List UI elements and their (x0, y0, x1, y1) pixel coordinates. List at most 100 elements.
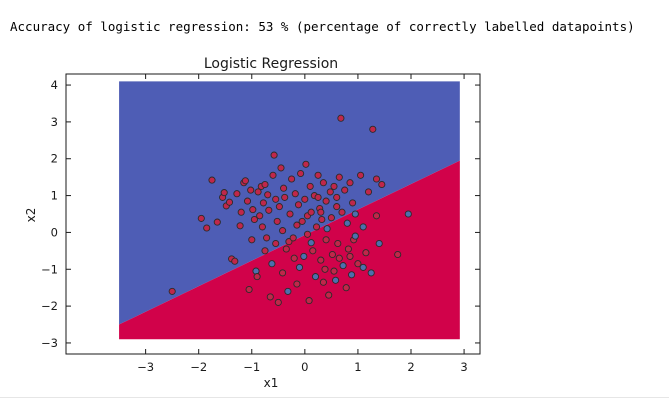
data-point (259, 199, 267, 207)
y-tick-label: −2 (41, 299, 58, 313)
data-point (404, 210, 412, 218)
data-point (263, 234, 271, 242)
x-axis-label: x1 (264, 376, 279, 390)
x-axis-ticks: −3 −2 −1 0 1 2 3 (137, 74, 468, 374)
data-point (197, 214, 205, 222)
region-class-blue (119, 81, 460, 325)
data-point (241, 177, 249, 185)
data-point (269, 171, 277, 179)
data-point (339, 262, 347, 270)
axes-frame (65, 73, 481, 355)
data-point (314, 171, 322, 179)
data-point (273, 217, 281, 225)
data-point (325, 291, 333, 299)
x-tick-label: −2 (190, 360, 207, 374)
data-point (297, 169, 305, 178)
chart-title: Logistic Regression (204, 56, 338, 72)
data-point (322, 197, 330, 205)
data-point (307, 208, 315, 216)
data-point (341, 186, 349, 194)
data-point (326, 188, 334, 196)
data-point (375, 239, 383, 248)
data-point (349, 199, 357, 207)
y-tick-label: −3 (41, 336, 58, 350)
y-tick-label: 3 (51, 115, 58, 129)
data-point (261, 180, 269, 189)
data-point (264, 191, 272, 199)
data-point (335, 173, 343, 181)
data-point (254, 188, 262, 196)
y-tick-label: 2 (51, 152, 58, 166)
output-divider (0, 397, 669, 398)
data-point (311, 273, 320, 281)
data-point (279, 269, 287, 277)
data-point (314, 193, 322, 201)
data-point (272, 239, 280, 248)
data-point (330, 267, 338, 275)
data-point (261, 247, 269, 255)
data-point (279, 227, 287, 235)
data-point (312, 223, 321, 231)
data-point (247, 186, 255, 194)
data-point (288, 175, 296, 183)
data-point (338, 208, 346, 216)
data-point (333, 203, 341, 211)
data-point (359, 223, 367, 231)
accuracy-output: Accuracy of logistic regression: 53 % (p… (10, 19, 635, 34)
data-point (317, 256, 325, 264)
data-point (289, 234, 297, 242)
data-point (270, 151, 278, 159)
data-point (233, 190, 241, 198)
data-point (277, 164, 285, 172)
data-point (305, 297, 313, 305)
data-point (249, 206, 257, 214)
x-tick-label: −3 (137, 360, 154, 374)
data-point (334, 239, 342, 248)
x-tick-label: 3 (460, 360, 467, 374)
decision-regions (119, 81, 460, 340)
x-tick-label: −1 (243, 360, 260, 374)
scatter-points (168, 114, 412, 306)
data-point (357, 171, 365, 179)
data-point (301, 195, 309, 203)
data-point (284, 287, 292, 295)
data-point (266, 293, 274, 301)
data-point (306, 182, 314, 190)
data-point (369, 125, 377, 133)
data-point (346, 252, 354, 260)
data-point (346, 179, 354, 187)
data-point (319, 278, 327, 286)
data-point (274, 298, 282, 306)
x-tick-label: 2 (407, 360, 414, 374)
y-axis-ticks: −3 −2 −1 0 1 2 3 4 (41, 78, 480, 350)
data-point (337, 114, 345, 122)
data-point (322, 236, 330, 244)
data-point (168, 287, 176, 295)
data-point (298, 217, 306, 225)
data-point (275, 203, 283, 211)
data-point (293, 221, 301, 229)
data-point (225, 198, 234, 206)
data-point (236, 222, 244, 230)
data-point (362, 249, 370, 257)
x-tick-label: 1 (354, 360, 361, 374)
data-point (290, 254, 298, 262)
y-tick-label: 4 (51, 78, 58, 92)
y-tick-label: −1 (41, 262, 58, 276)
data-point (208, 176, 216, 184)
data-point (294, 201, 303, 209)
data-point (203, 224, 211, 232)
data-point (295, 263, 304, 271)
data-point (220, 189, 228, 197)
data-point (300, 252, 308, 260)
data-point (343, 219, 351, 227)
data-point (372, 175, 381, 183)
data-point (351, 210, 359, 218)
data-point (354, 260, 362, 268)
data-point (359, 263, 367, 271)
data-point (333, 193, 341, 201)
data-point (372, 212, 381, 220)
data-point (344, 245, 352, 253)
data-point (268, 260, 276, 268)
data-point (348, 271, 356, 279)
